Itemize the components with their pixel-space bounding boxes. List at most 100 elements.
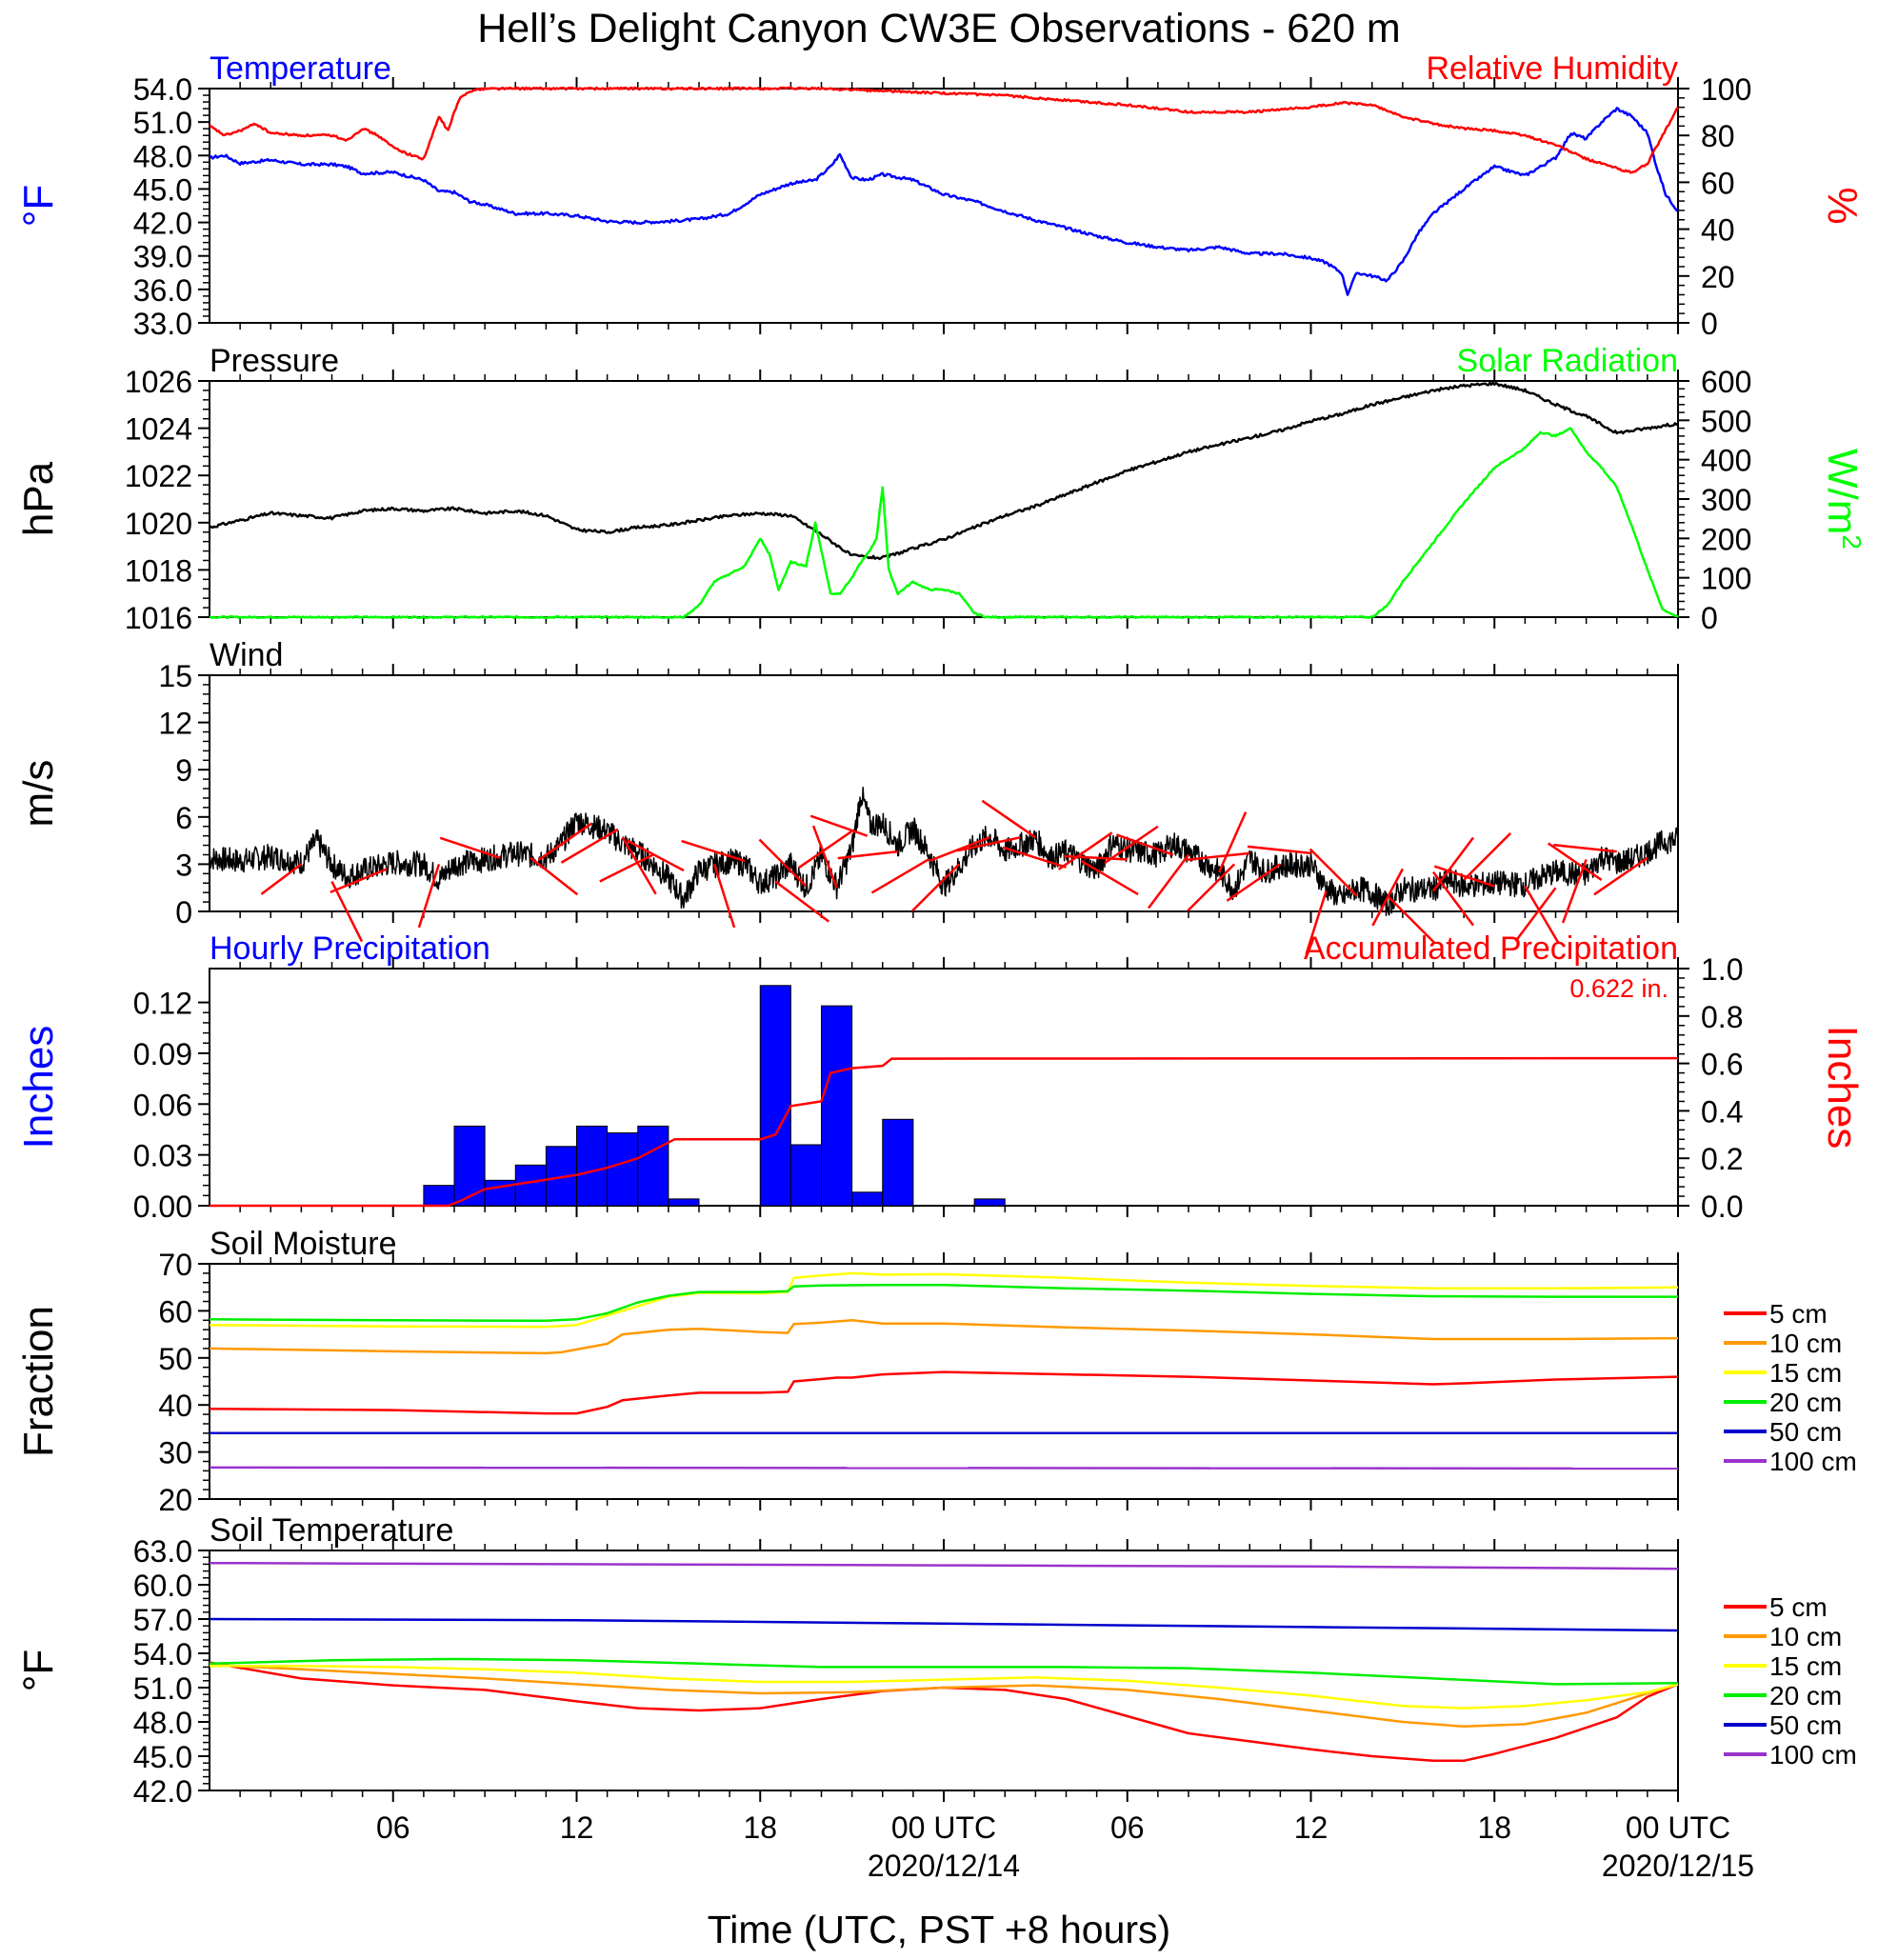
panel-title-left: Wind: [210, 637, 283, 673]
plot-frame: [209, 1263, 1679, 1500]
hourly-precip-bar: [453, 1125, 486, 1207]
series-line-15cm: [210, 1664, 1679, 1710]
y-left-tick-label: 15: [158, 659, 192, 693]
wind-barb: [330, 881, 364, 943]
panel-title-right: Solar Radiation: [1457, 343, 1678, 379]
hourly-precip-bar: [851, 1191, 884, 1207]
y-right-tick-label: 0.2: [1701, 1142, 1743, 1176]
y-left-tick-label: 12: [158, 707, 192, 741]
y-right-tick-label: 60: [1701, 166, 1735, 200]
wind-barb: [1064, 854, 1128, 861]
y-axis-label-left: hPa: [15, 461, 62, 536]
series-line-5cm: [209, 1370, 1679, 1415]
y-right-tick-label: 100: [1701, 562, 1751, 596]
wind-barb: [1553, 843, 1617, 853]
panel-precip: Hourly Precipitation Accumulated Precipit…: [15, 930, 1866, 1224]
series-line-100cm: [209, 1561, 1679, 1570]
wind-barb: [956, 836, 1021, 852]
plot-frame: [209, 88, 1679, 324]
wind-barb: [797, 830, 853, 870]
wind-barb: [599, 853, 654, 883]
wind-barb: [1057, 831, 1113, 870]
wind-barb: [537, 822, 593, 861]
y-left-tick-label: 42.0: [133, 207, 192, 241]
y-right-tick-label: 500: [1701, 404, 1751, 438]
y-left-tick-label: 33.0: [133, 307, 192, 341]
y-axis-label-left: Inches: [15, 1026, 62, 1150]
y-left-tick-label: 1018: [125, 553, 192, 588]
y-right-tick-label: 0.0: [1701, 1190, 1743, 1224]
figure-title: Hell’s Delight Canyon CW3E Observations …: [477, 6, 1401, 51]
legend-label: 100 cm: [1769, 1740, 1857, 1770]
hourly-precip-bar: [576, 1125, 609, 1207]
y-left-tick-label: 60.0: [133, 1569, 192, 1603]
wind-barb: [1547, 842, 1603, 881]
wind-barb: [1371, 868, 1404, 927]
y-left-tick-label: 57.0: [133, 1603, 192, 1637]
legend-label: 20 cm: [1769, 1388, 1842, 1417]
panel-title-left: Soil Moisture: [210, 1226, 397, 1262]
wind-barb: [1080, 860, 1139, 896]
y-right-tick-label: 0.6: [1701, 1048, 1743, 1082]
series-line-pressure_solar-1: [209, 427, 1679, 620]
hourly-precip-bar: [759, 985, 791, 1207]
y-left-tick-label: 0.06: [133, 1088, 192, 1122]
wind-barb: [1561, 859, 1588, 924]
series-line-10cm: [209, 1663, 1679, 1729]
wind-barb: [1002, 846, 1067, 869]
legend-label: 10 cm: [1769, 1622, 1842, 1651]
panel-wind: Wind m/s 0 3 6 9 12 15: [15, 637, 1679, 955]
y-right-tick-label: 300: [1701, 483, 1751, 517]
hourly-precip-bar: [668, 1198, 700, 1207]
panel-pressure_solar: Pressure Solar Radiation hPa W/m2 1016 1018 10…: [15, 343, 1868, 635]
wind-barb: [1524, 885, 1560, 944]
wind-barb: [1186, 851, 1250, 862]
y-left-tick-label: 1026: [125, 365, 192, 399]
wind-barb: [837, 850, 898, 860]
wind-barb: [1432, 870, 1474, 927]
wind-barb: [809, 814, 869, 837]
wind-barb: [1226, 863, 1282, 902]
y-left-tick-label: 20: [158, 1483, 192, 1517]
y-right-tick-label: 40: [1701, 213, 1735, 248]
y-left-tick-label: 51.0: [133, 106, 192, 140]
y-axis-label-left: Fraction: [15, 1306, 62, 1457]
wind-barb: [621, 836, 657, 895]
wind-barb: [981, 799, 1037, 839]
y-axis-label-right: W/m2: [1819, 449, 1868, 550]
series-line-wind-0: [209, 787, 1679, 917]
hourly-precip-bar: [821, 1005, 853, 1207]
y-axis-label-left: °F: [15, 1650, 62, 1691]
plot-frame: [209, 968, 1679, 1207]
wind-barb: [1104, 825, 1159, 865]
wind-barb: [1116, 833, 1174, 856]
y-axis-label-right-sup: 2: [1838, 534, 1868, 550]
series-line-20cm: [209, 1657, 1679, 1686]
panel-title-right: Accumulated Precipitation: [1304, 930, 1678, 967]
x-tick-label: 06: [376, 1810, 410, 1845]
y-right-tick-label: 100: [1701, 72, 1751, 107]
x-date-label: 2020/12/14: [868, 1849, 1020, 1883]
wind-barb: [330, 868, 388, 894]
x-tick-label: 00 UTC: [891, 1810, 996, 1845]
wind-barb: [417, 864, 441, 929]
legend-label: 15 cm: [1769, 1358, 1842, 1388]
y-left-tick-label: 50: [158, 1342, 192, 1376]
y-axis-label-right: %: [1819, 187, 1866, 224]
y-left-tick-label: 3: [175, 848, 192, 882]
hourly-precip-bar: [637, 1125, 669, 1207]
x-tick-label: 12: [1294, 1810, 1329, 1845]
wind-barb: [529, 856, 579, 896]
wind-barb: [870, 858, 929, 894]
wind-barb: [811, 825, 838, 889]
y-left-tick-label: 54.0: [133, 72, 192, 107]
y-right-tick-label: 600: [1701, 365, 1751, 399]
hourly-precip-bar: [789, 1144, 822, 1207]
panel-temp_rh: Temperature Relative Humidity °F % 33.036.03…: [15, 50, 1866, 341]
series-line-20cm: [209, 1283, 1678, 1323]
y-right-tick-label: 20: [1701, 260, 1735, 294]
y-right-tick-label: 80: [1701, 119, 1735, 153]
y-axis-label-left: °F: [15, 185, 62, 227]
y-left-tick-label: 0.12: [133, 987, 192, 1021]
y-left-tick-label: 42.0: [133, 1774, 192, 1809]
